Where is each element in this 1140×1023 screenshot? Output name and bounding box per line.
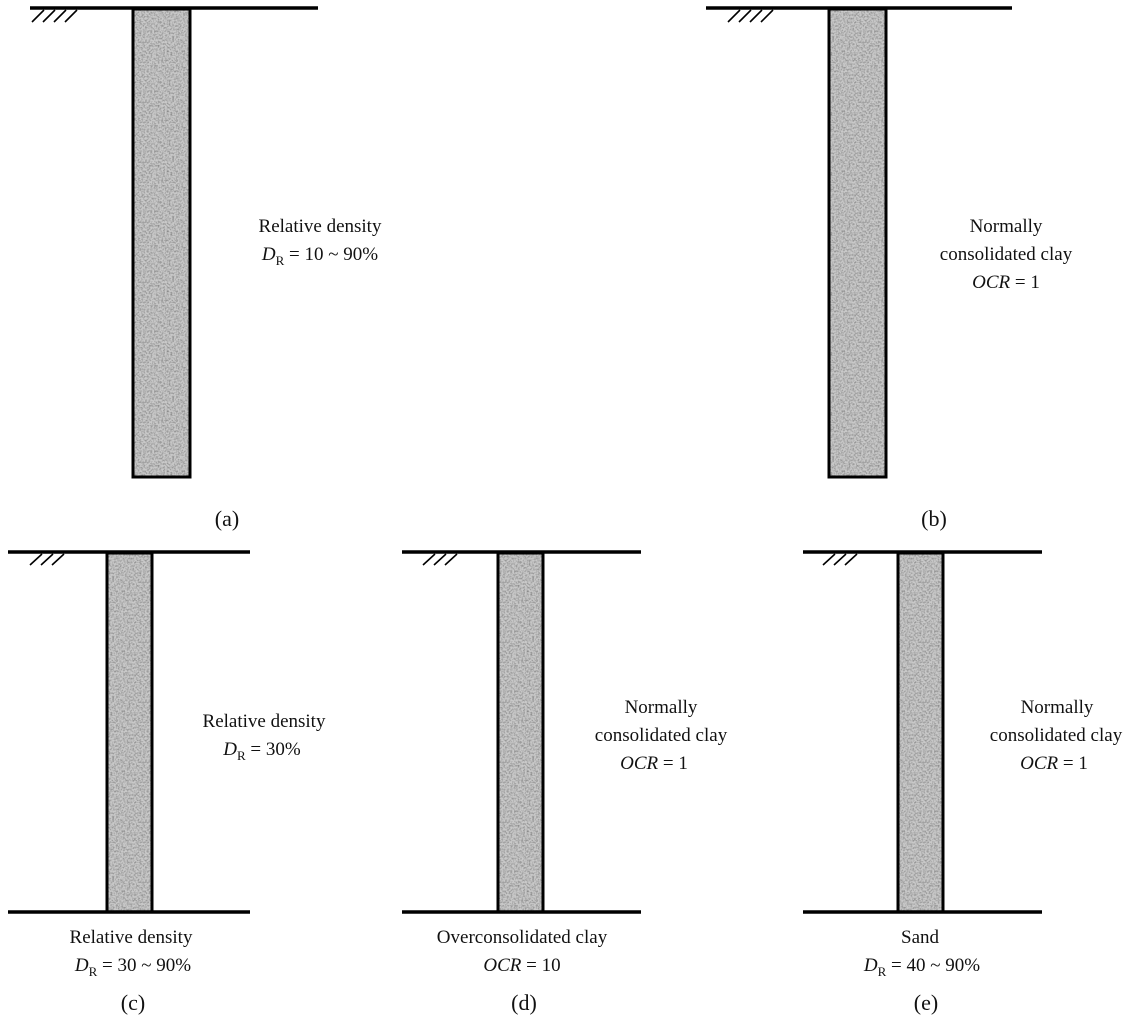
pile — [827, 7, 888, 479]
bottom-label-line1: Overconsolidated clay — [437, 927, 608, 948]
panel-c: Relative density DR = 30% Relative densi… — [8, 550, 326, 1015]
ground-hatch-icon — [822, 553, 858, 566]
side-label-formula: DR = 30% — [222, 739, 301, 763]
panel-d: Normally consolidated clay OCR = 1 Overc… — [402, 550, 728, 1015]
ground-hatch-icon — [29, 553, 65, 566]
panel-tag: (b) — [921, 506, 947, 531]
panel-tag: (d) — [511, 990, 537, 1015]
pile — [496, 551, 545, 914]
side-label-formula: OCR = 1 — [1020, 753, 1088, 774]
pile — [896, 551, 945, 914]
side-label-line1: Relative density — [259, 216, 382, 237]
pile — [105, 551, 154, 914]
panel-e: Normally consolidated clay OCR = 1 Sand … — [803, 550, 1123, 1015]
pile — [131, 7, 192, 479]
bottom-label-formula: DR = 40 ~ 90% — [863, 955, 980, 979]
panel-b: Normally consolidated clay OCR = 1 (b) — [706, 6, 1073, 531]
bottom-label-line1: Relative density — [70, 927, 193, 948]
side-label-formula: DR = 10 ~ 90% — [261, 244, 378, 268]
panel-a: Relative density DR = 10 ~ 90% (a) — [30, 6, 382, 531]
side-label-line1: Normally — [1021, 697, 1094, 718]
side-label-line1: Normally — [625, 697, 698, 718]
bottom-label-formula: DR = 30 ~ 90% — [74, 955, 191, 979]
side-label-formula: OCR = 1 — [620, 753, 688, 774]
ground-hatch-icon — [31, 9, 78, 23]
ground-hatch-icon — [727, 9, 774, 23]
side-label-line1: Relative density — [203, 711, 326, 732]
side-label-line2: consolidated clay — [595, 725, 728, 746]
bottom-label-line1: Sand — [901, 927, 940, 948]
side-label-line1: Normally — [970, 216, 1043, 237]
side-label-formula: OCR = 1 — [972, 272, 1040, 293]
ground-hatch-icon — [422, 553, 458, 566]
side-label-line2: consolidated clay — [940, 244, 1073, 265]
side-label-line2: consolidated clay — [990, 725, 1123, 746]
panel-tag: (c) — [121, 990, 145, 1015]
panel-tag: (e) — [914, 990, 938, 1015]
panel-tag: (a) — [215, 506, 239, 531]
bottom-label-formula: OCR = 10 — [483, 955, 560, 976]
